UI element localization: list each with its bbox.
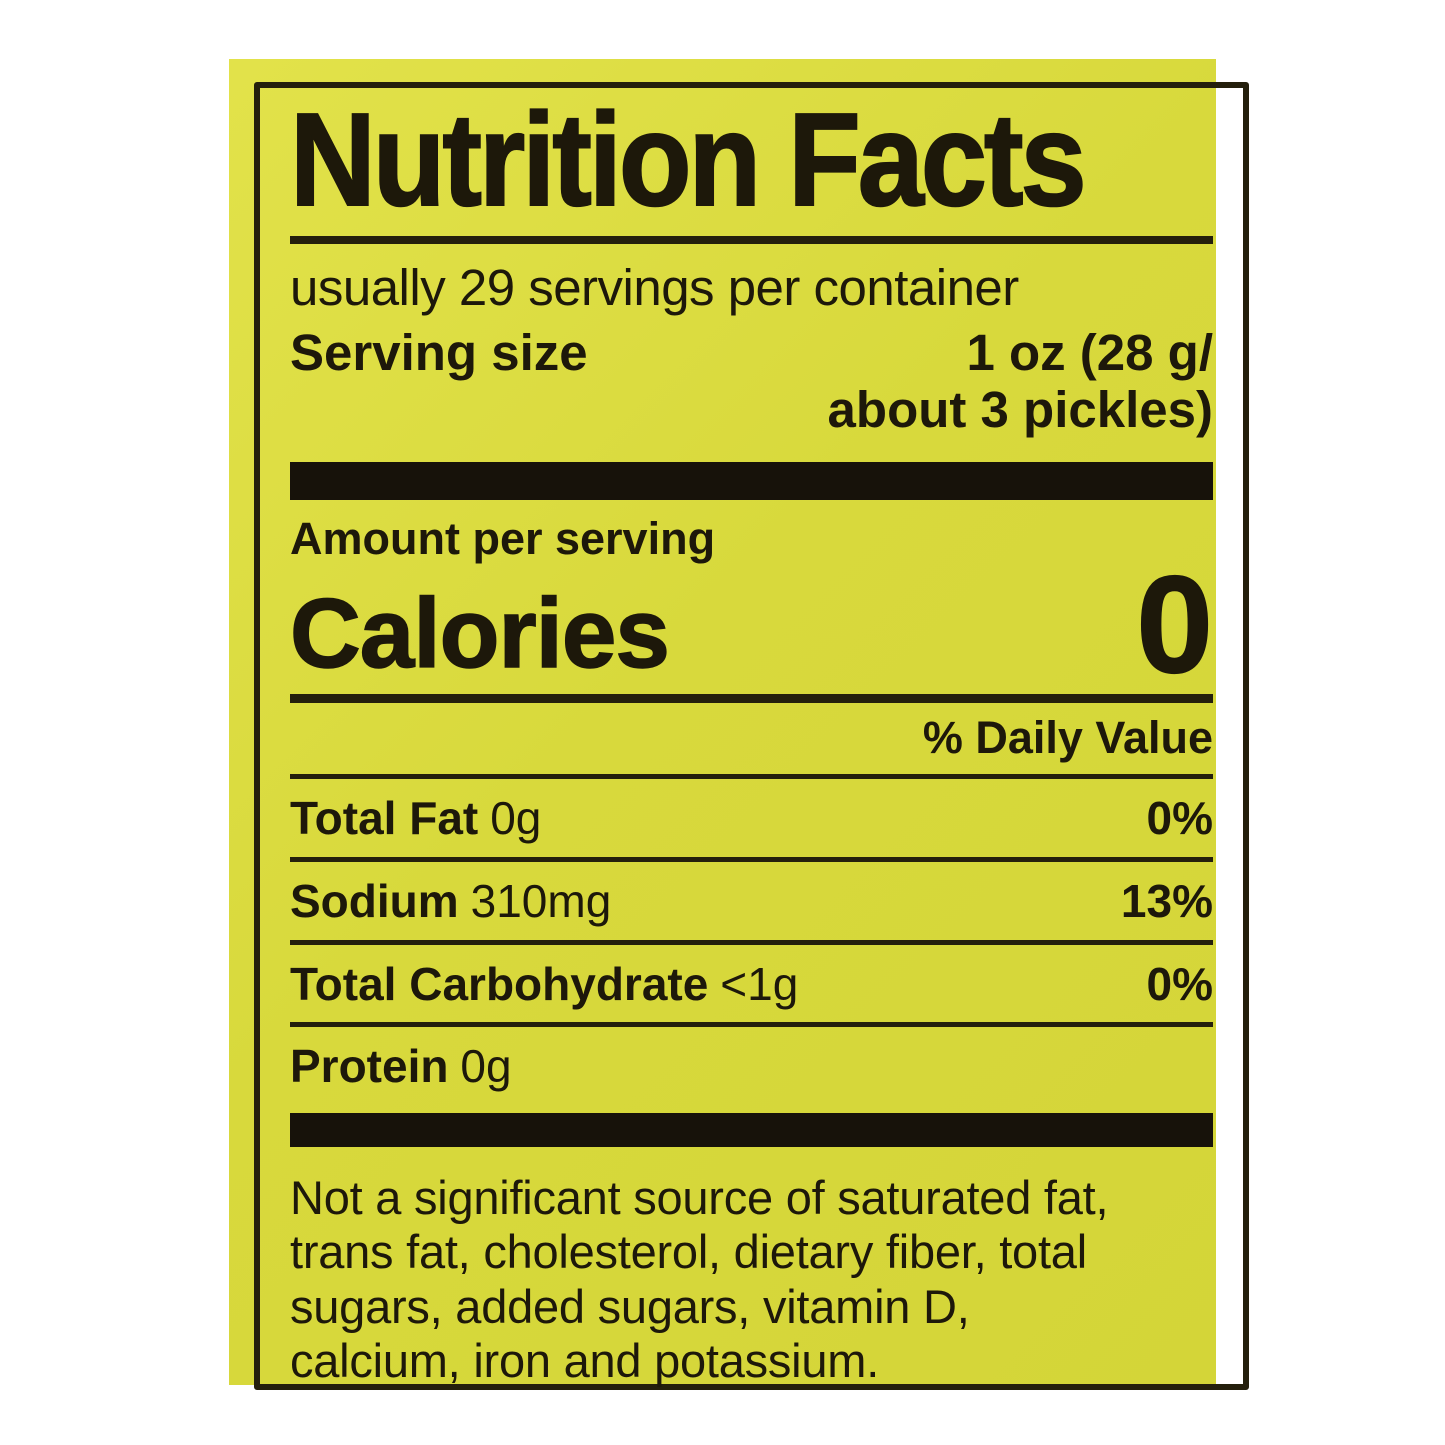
nutrient-name-text: Sodium — [290, 874, 459, 927]
calories-row: Calories 0 — [289, 547, 1214, 702]
nutrient-row-total-carbohydrate: Total Carbohydrate <1g 0% — [290, 945, 1213, 1023]
nutrient-daily-value: 13% — [1120, 874, 1213, 927]
footnote-line: Not a significant source of saturated fa… — [290, 1170, 1109, 1224]
calories-label: Calories — [289, 577, 670, 688]
label-sheet: Nutrition Facts usually 29 servings per … — [229, 59, 1249, 1390]
divider-under-title — [290, 236, 1213, 244]
nutrient-name: Total Fat 0g — [290, 793, 541, 844]
nutrient-row-sodium: Sodium 310mg 13% — [290, 862, 1213, 940]
label-title: Nutrition Facts — [289, 86, 1087, 233]
footnote-line: calcium, iron and potassium. — [290, 1334, 880, 1388]
nutrient-row-total-fat: Total Fat 0g 0% — [290, 779, 1213, 857]
nutrient-row-protein: Protein 0g — [290, 1027, 1213, 1105]
divider — [290, 939, 1213, 945]
serving-size-label: Serving size — [290, 324, 588, 382]
amount-per-serving-label: Amount per serving — [290, 513, 716, 565]
divider — [290, 1022, 1213, 1028]
nutrient-name: Sodium 310mg — [290, 876, 611, 927]
nutrient-daily-value: 0% — [1146, 792, 1213, 845]
nutrient-daily-value: 0% — [1146, 957, 1213, 1010]
label-border-box: Nutrition Facts usually 29 servings per … — [254, 82, 1249, 1390]
thick-separator-bottom — [290, 1112, 1213, 1147]
nutrient-name-text: Total Carbohydrate — [290, 957, 709, 1010]
nutrient-amount: <1g — [720, 957, 799, 1010]
nutrient-name-text: Total Fat — [290, 792, 479, 845]
nutrient-amount: 310mg — [470, 874, 612, 927]
serving-size-value-line2: about 3 pickles) — [827, 381, 1213, 439]
nutrient-name: Protein 0g — [290, 1041, 512, 1092]
calories-value: 0 — [1136, 547, 1214, 702]
divider — [290, 856, 1213, 862]
nutrient-amount: 0g — [490, 792, 542, 845]
serving-size-value: 1 oz (28 g/ about 3 pickles) — [828, 324, 1213, 438]
footnote: Not a significant source of saturated fa… — [290, 1171, 1213, 1389]
servings-per-container: usually 29 servings per container — [290, 259, 1019, 316]
thick-separator-top — [290, 462, 1213, 501]
serving-size-row: Serving size 1 oz (28 g/ about 3 pickles… — [290, 324, 1213, 438]
nutrient-name-text: Protein — [290, 1040, 449, 1093]
divider — [290, 774, 1213, 780]
nutrient-amount: 0g — [460, 1040, 512, 1093]
divider-under-calories — [290, 693, 1213, 703]
nutrient-name: Total Carbohydrate <1g — [290, 957, 799, 1010]
serving-size-value-line1: 1 oz (28 g/ — [966, 324, 1213, 382]
daily-value-header: % Daily Value — [922, 711, 1213, 763]
footnote-line: sugars, added sugars, vitamin D, — [290, 1279, 970, 1333]
footnote-line: trans fat, cholesterol, dietary fiber, t… — [290, 1225, 1087, 1279]
